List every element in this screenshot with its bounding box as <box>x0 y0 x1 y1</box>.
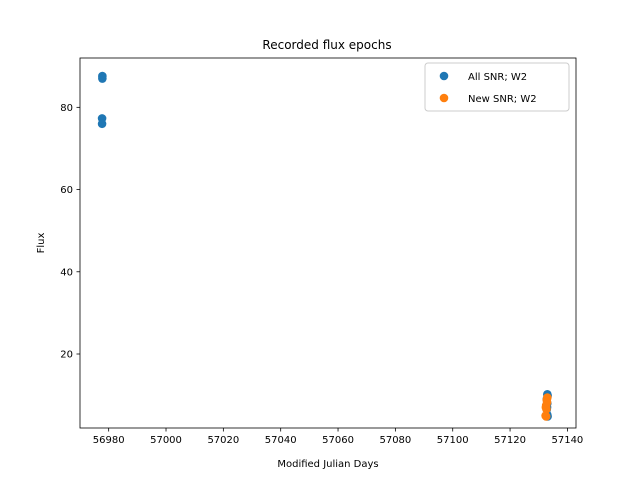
x-tick-label: 57140 <box>551 435 583 446</box>
legend-label: All SNR; W2 <box>468 72 527 83</box>
x-axis: 56980 57000 57020 57040 57060 57080 57100 57120… <box>93 428 584 446</box>
legend-label: New SNR; W2 <box>468 94 537 105</box>
data-point <box>98 119 107 128</box>
x-tick-label: 57060 <box>322 435 354 446</box>
data-point <box>542 412 551 421</box>
legend-marker <box>440 72 449 81</box>
y-axis-label: Flux <box>36 233 47 254</box>
y-tick-label: 20 <box>60 350 73 361</box>
x-tick-label: 56980 <box>93 435 125 446</box>
legend-marker <box>440 94 449 103</box>
x-tick-label: 57020 <box>207 435 239 446</box>
chart-title: Recorded flux epochs <box>262 38 391 52</box>
x-tick-label: 57080 <box>379 435 411 446</box>
y-tick-label: 40 <box>60 267 73 278</box>
x-tick-label: 57040 <box>265 435 297 446</box>
legend: All SNR; W2 New SNR; W2 <box>425 63 569 111</box>
y-tick-label: 60 <box>60 185 73 196</box>
x-axis-label: Modified Julian Days <box>277 459 378 470</box>
x-tick-label: 57100 <box>437 435 469 446</box>
data-point <box>98 74 107 83</box>
y-tick-label: 80 <box>60 103 73 114</box>
x-tick-label: 57120 <box>494 435 526 446</box>
x-tick-label: 57000 <box>150 435 182 446</box>
